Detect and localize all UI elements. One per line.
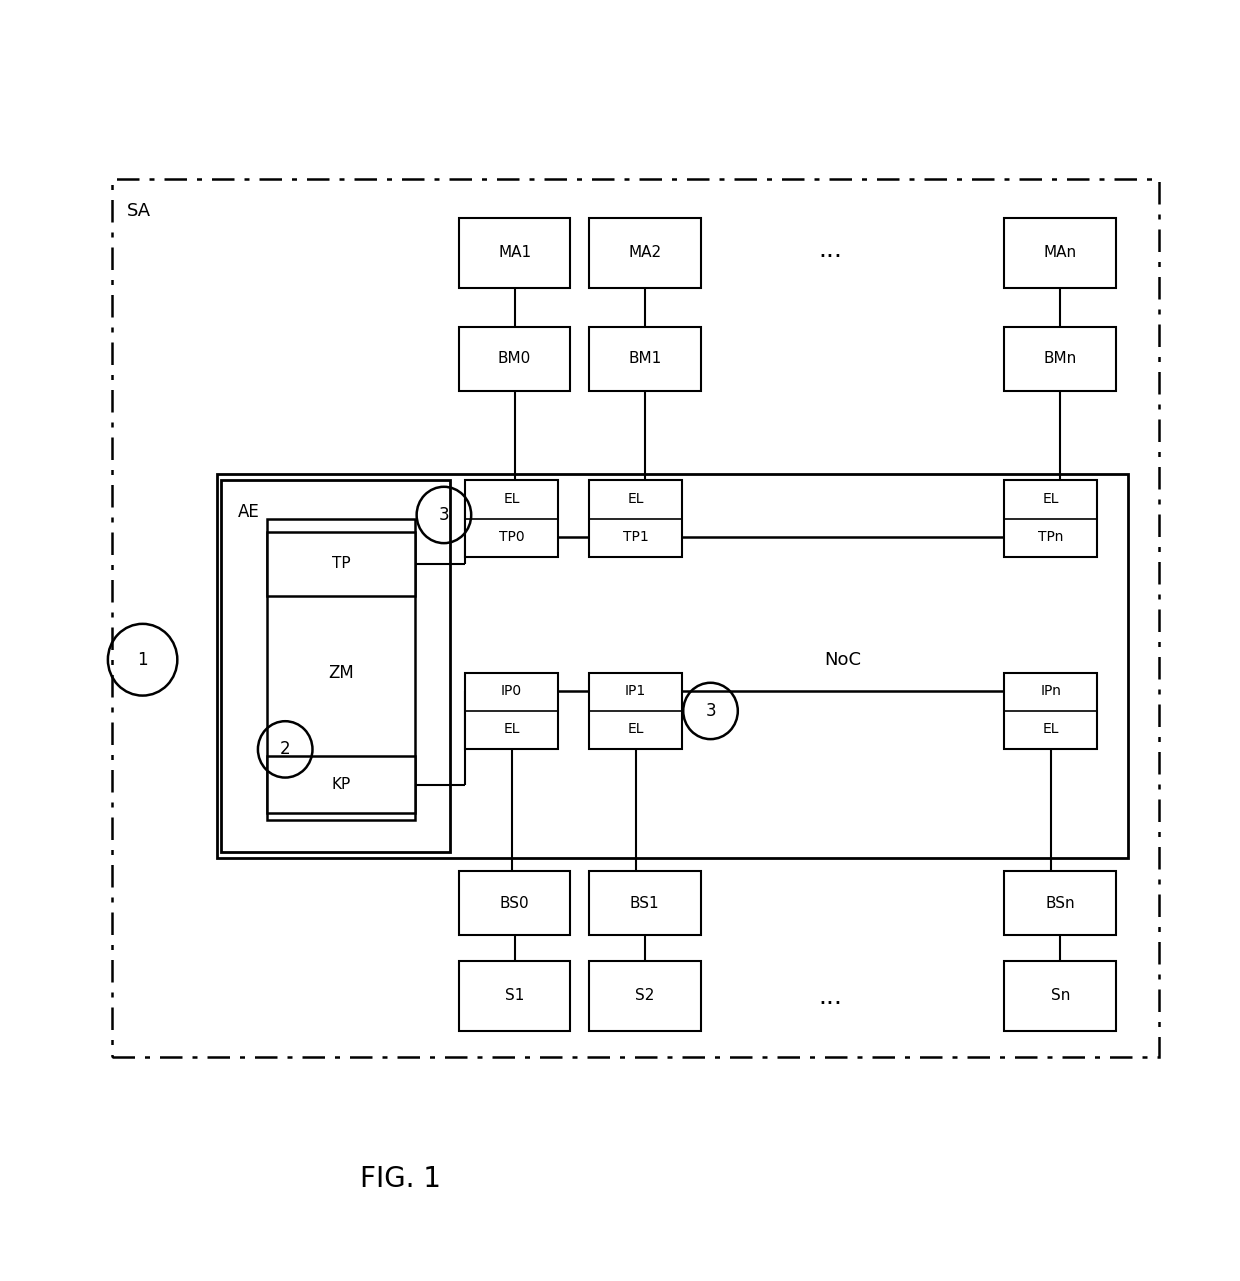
Text: MA1: MA1	[498, 246, 531, 260]
Text: BS1: BS1	[630, 895, 660, 911]
Text: 2: 2	[280, 740, 290, 758]
Text: ...: ...	[818, 238, 843, 261]
Text: S2: S2	[635, 989, 655, 1003]
Text: TPn: TPn	[1038, 530, 1064, 544]
FancyBboxPatch shape	[465, 480, 558, 557]
FancyBboxPatch shape	[221, 480, 450, 852]
Text: ZM: ZM	[329, 664, 353, 681]
Text: EL: EL	[1043, 492, 1059, 506]
FancyBboxPatch shape	[112, 179, 1159, 1057]
FancyBboxPatch shape	[267, 519, 415, 820]
Text: TP: TP	[331, 556, 351, 571]
Text: SA: SA	[126, 202, 150, 220]
FancyBboxPatch shape	[459, 218, 570, 288]
Text: MA2: MA2	[629, 246, 661, 260]
FancyBboxPatch shape	[1004, 673, 1097, 749]
Text: EL: EL	[1043, 722, 1059, 737]
FancyBboxPatch shape	[459, 961, 570, 1031]
Text: BSn: BSn	[1045, 895, 1075, 911]
FancyBboxPatch shape	[1004, 218, 1116, 288]
FancyBboxPatch shape	[459, 327, 570, 391]
Text: 3: 3	[706, 702, 715, 720]
Text: Sn: Sn	[1050, 989, 1070, 1003]
Text: IP0: IP0	[501, 684, 522, 698]
Text: BM0: BM0	[498, 351, 531, 366]
FancyBboxPatch shape	[589, 871, 701, 935]
FancyBboxPatch shape	[589, 673, 682, 749]
Text: 3: 3	[439, 506, 449, 524]
FancyBboxPatch shape	[589, 480, 682, 557]
FancyBboxPatch shape	[465, 673, 558, 749]
Text: 1: 1	[138, 651, 148, 669]
Text: FIG. 1: FIG. 1	[360, 1164, 440, 1193]
FancyBboxPatch shape	[589, 218, 701, 288]
FancyBboxPatch shape	[1004, 871, 1116, 935]
FancyBboxPatch shape	[459, 871, 570, 935]
Text: EL: EL	[627, 722, 644, 737]
Text: BM1: BM1	[629, 351, 661, 366]
Text: BS0: BS0	[500, 895, 529, 911]
Text: EL: EL	[627, 492, 644, 506]
Text: MAn: MAn	[1044, 246, 1076, 260]
FancyBboxPatch shape	[1004, 480, 1097, 557]
Text: KP: KP	[331, 778, 351, 792]
Text: ...: ...	[818, 985, 843, 1008]
FancyBboxPatch shape	[1004, 327, 1116, 391]
Text: TP1: TP1	[622, 530, 649, 544]
Text: IP1: IP1	[625, 684, 646, 698]
Text: S1: S1	[505, 989, 525, 1003]
Text: NoC: NoC	[825, 651, 862, 669]
Text: TP0: TP0	[498, 530, 525, 544]
Text: AE: AE	[238, 503, 260, 521]
Text: EL: EL	[503, 722, 520, 737]
FancyBboxPatch shape	[267, 756, 415, 813]
Text: EL: EL	[503, 492, 520, 506]
FancyBboxPatch shape	[1004, 961, 1116, 1031]
FancyBboxPatch shape	[589, 961, 701, 1031]
FancyBboxPatch shape	[267, 532, 415, 596]
FancyBboxPatch shape	[589, 327, 701, 391]
FancyBboxPatch shape	[217, 474, 1128, 858]
Text: BMn: BMn	[1044, 351, 1076, 366]
Text: IPn: IPn	[1040, 684, 1061, 698]
